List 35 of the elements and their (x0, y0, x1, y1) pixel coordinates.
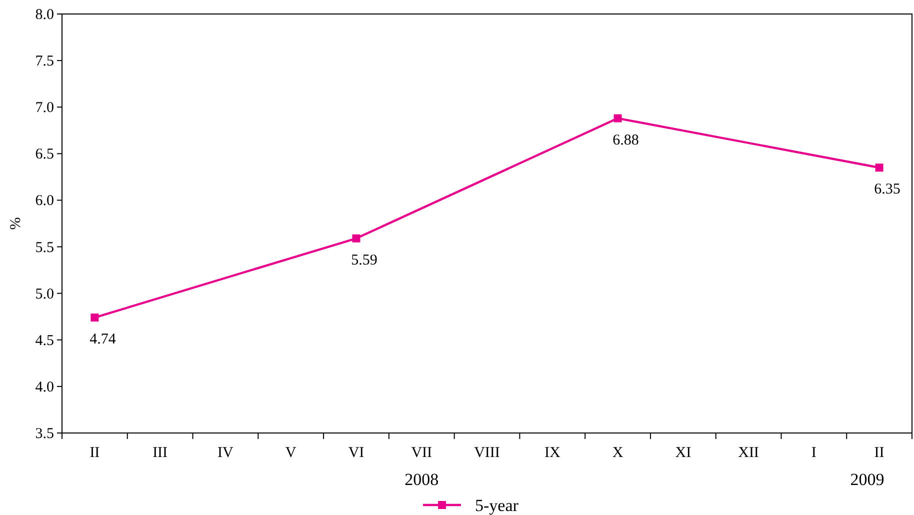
data-label: 5.59 (351, 252, 378, 268)
y-tick-label: 8.0 (35, 7, 54, 23)
y-axis-title: % (8, 217, 24, 230)
y-tick-label: 7.5 (35, 54, 54, 70)
data-label: 4.74 (90, 332, 116, 348)
point (875, 164, 884, 172)
text: 2009 (850, 470, 884, 489)
y-tick-label: 5.5 (35, 240, 54, 256)
y-tick-label: 3.5 (35, 426, 54, 442)
x-tick-label: I (811, 445, 816, 461)
point (614, 114, 622, 122)
x-tick-label: VII (411, 445, 432, 461)
x-tick-label: II (874, 445, 884, 461)
x-tick-label: XI (675, 445, 692, 461)
y-tick-label: 6.0 (35, 193, 54, 210)
x-tick-label: VIII (474, 445, 500, 461)
text: 2008 (404, 470, 439, 489)
data-label: 6.88 (612, 132, 639, 148)
y-tick-label: 7.0 (35, 100, 54, 116)
legend-label: 5-year (475, 496, 519, 515)
y-tick-label: 4.0 (35, 379, 54, 396)
x-tick-label: III (152, 445, 168, 461)
x-tick-label: IX (544, 445, 560, 461)
y-tick-label: 4.5 (35, 332, 54, 349)
y-tick-label: 6.5 (35, 146, 54, 163)
point (90, 314, 99, 322)
x-tick-label: VI (348, 445, 364, 461)
x-tick-label: V (285, 445, 296, 461)
x-tick-label: XII (738, 445, 759, 461)
y-tick-label: 5.0 (35, 286, 54, 302)
x-tick-label: II (90, 445, 100, 461)
x-tick-label: IV (218, 445, 234, 461)
data-label: 6.35 (874, 182, 900, 198)
x-tick-label: X (612, 445, 624, 461)
point (352, 234, 360, 242)
